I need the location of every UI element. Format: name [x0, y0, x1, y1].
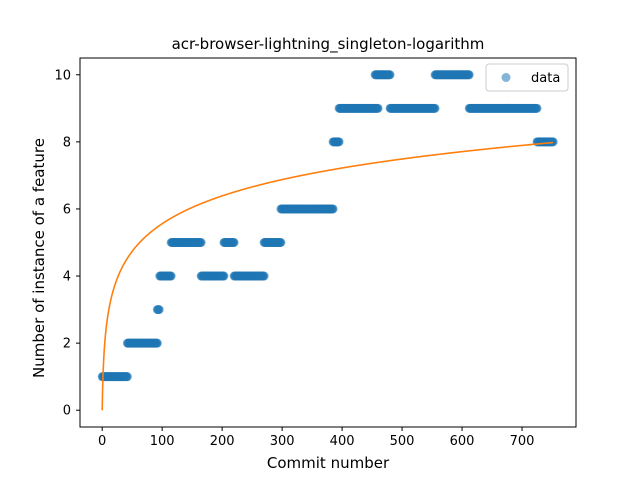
- data-point: [276, 238, 286, 247]
- axes: 0 100 200 300 400 500 600 700 0 2 4 6 8 10: [54, 57, 577, 449]
- data-point: [152, 338, 162, 348]
- plot-frame: [79, 57, 577, 428]
- y-tick-label: 6: [63, 202, 71, 217]
- data-point: [229, 238, 239, 247]
- x-tick-label: 300: [270, 434, 295, 449]
- x-tick-label: 600: [450, 434, 475, 449]
- x-tick-label: 500: [390, 434, 415, 449]
- x-tick-label: 0: [98, 434, 106, 449]
- data-point: [385, 70, 395, 80]
- data-point: [464, 70, 474, 80]
- data-point: [122, 372, 132, 382]
- plot-marks: [97, 70, 558, 411]
- data-point: [166, 271, 176, 281]
- data-point: [334, 137, 344, 147]
- y-tick-label: 2: [63, 337, 71, 352]
- data-point: [219, 271, 229, 281]
- fit-line: [101, 141, 554, 411]
- data-point: [154, 305, 164, 315]
- x-tick-label: 100: [150, 434, 175, 449]
- data-point: [196, 238, 206, 247]
- legend: data: [485, 63, 569, 92]
- data-point: [430, 103, 440, 113]
- data-point: [373, 103, 383, 113]
- legend-label-data: data: [531, 71, 560, 86]
- chart-title: acr-browser-lightning_singleton-logarith…: [172, 35, 485, 54]
- x-axis-label: Commit number: [267, 454, 390, 472]
- y-tick-label: 0: [63, 404, 71, 419]
- y-tick-label: 8: [63, 135, 71, 150]
- y-tick-label: 4: [63, 270, 71, 285]
- data-point: [259, 271, 269, 281]
- legend-marker-data: [501, 73, 511, 82]
- x-tick-label: 700: [510, 434, 535, 449]
- y-axis-label: Number of instance of a feature: [30, 138, 48, 378]
- y-tick-label: 10: [54, 68, 71, 83]
- data-point: [548, 137, 558, 147]
- x-tick-label: 200: [210, 434, 235, 449]
- x-tick-label: 400: [330, 434, 355, 449]
- data-point: [532, 103, 542, 113]
- data-point: [328, 204, 338, 214]
- legend-box: [485, 63, 569, 92]
